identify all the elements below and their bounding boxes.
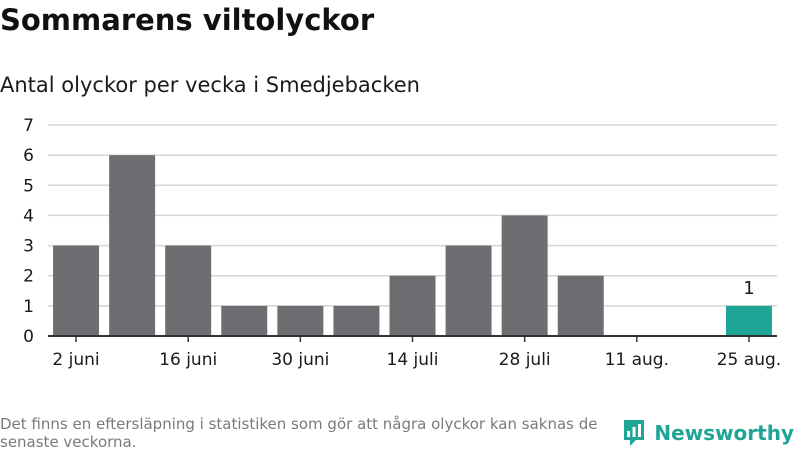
- bar: [445, 245, 492, 336]
- x-tick-label: 14 juli: [387, 350, 439, 370]
- y-tick-label: 6: [23, 146, 34, 166]
- bar-chart: 0 1 2 3 4 5 6 7 2 juni 16 juni 30 juni 14 juli 28 ju…: [23, 116, 781, 370]
- y-tick-label: 2: [23, 267, 34, 287]
- y-tick-label: 0: [23, 327, 34, 347]
- y-tick-label: 3: [23, 237, 34, 257]
- x-tick-label: 28 juli: [499, 350, 551, 370]
- bar-chart-logo-icon: [624, 420, 645, 446]
- bar: [165, 245, 212, 336]
- x-tick-label: 30 juni: [271, 350, 329, 370]
- bar: [501, 215, 548, 336]
- footnote: Det finns en eftersläpning i statistiken…: [0, 415, 598, 451]
- y-tick-label: 1: [23, 297, 34, 317]
- bar: [277, 305, 324, 336]
- chart-subtitle: Antal olyckor per vecka i Smedjebacken: [0, 73, 420, 97]
- bar: [109, 155, 156, 336]
- y-tick-label: 7: [23, 116, 34, 136]
- x-tick-label: 25 aug.: [717, 350, 781, 370]
- bar: [221, 305, 268, 336]
- x-tick-label: 11 aug.: [605, 350, 669, 370]
- chart-title: Sommarens viltolyckor: [0, 3, 375, 37]
- bar: [53, 245, 100, 336]
- bar: [333, 305, 380, 336]
- x-tick-label: 2 juni: [52, 350, 99, 370]
- y-tick-label: 5: [23, 176, 34, 196]
- y-tick-label: 4: [23, 206, 34, 226]
- bar: [557, 275, 604, 336]
- bar: [725, 305, 772, 336]
- brand-name: Newsworthy: [654, 421, 794, 445]
- brand-logo[interactable]: Newsworthy: [622, 418, 794, 448]
- data-label: 1: [743, 278, 754, 299]
- x-tick-label: 16 juni: [159, 350, 217, 370]
- bar: [389, 275, 436, 336]
